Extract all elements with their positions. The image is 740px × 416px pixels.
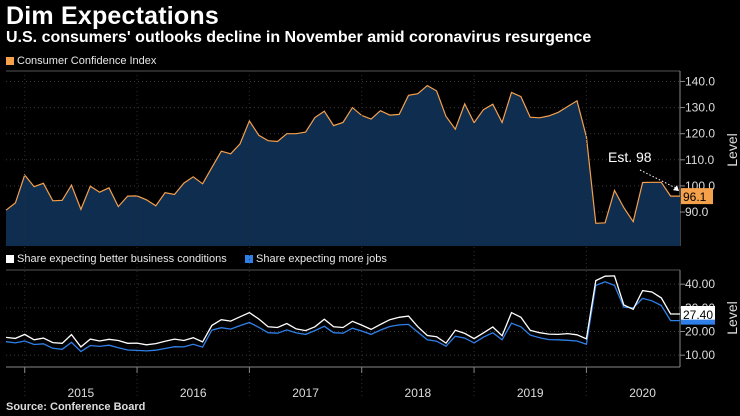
series-line-business <box>5 275 680 348</box>
top-y-tick-label: 130.0 <box>685 101 715 115</box>
bottom-y-tick-label: 10.00 <box>685 348 715 362</box>
top-last-value-label: 96.1 <box>683 190 707 204</box>
legend-label: Share expecting more jobs <box>256 253 387 265</box>
bottom-last-value-badge <box>681 306 715 323</box>
chart-subtitle: U.S. consumers' outlooks decline in Nove… <box>6 29 592 46</box>
top-y-tick-label: 140.0 <box>685 74 715 88</box>
top-y-tick-label: 120.0 <box>685 127 715 141</box>
bottom-y-tick-label: 40.00 <box>685 277 715 291</box>
series-line-jobs <box>5 281 680 353</box>
x-tick-label: 2018 <box>405 386 432 400</box>
confidence-line <box>5 84 680 224</box>
legend-business: Share expecting better business conditio… <box>6 253 227 265</box>
chart-title: Dim Expectations <box>6 2 219 30</box>
top-axis-title: Level <box>724 133 740 166</box>
x-tick-label: 2020 <box>629 386 656 400</box>
bottom-last-value-label: 27.40 <box>683 308 713 322</box>
estimate-annotation: Est. 98 <box>608 149 652 165</box>
confidence-area <box>6 85 680 246</box>
bottom-axis-title: Level <box>724 301 740 334</box>
legend-label: Consumer Confidence Index <box>17 55 157 67</box>
legend-label: Share expecting better business conditio… <box>17 253 227 265</box>
top-last-value-badge <box>681 188 713 205</box>
top-y-tick-label: 110.0 <box>685 153 714 167</box>
source-note: Source: Conference Board <box>6 401 146 413</box>
estimate-arrowhead <box>673 185 679 192</box>
legend-confidence: Consumer Confidence Index <box>6 55 156 67</box>
top-y-tick-label: 90.0 <box>685 205 709 219</box>
x-tick-label: 2019 <box>517 386 544 400</box>
legend-swatch-white <box>6 255 14 263</box>
legend-swatch-orange <box>6 57 14 65</box>
x-tick-label: 2015 <box>68 386 95 400</box>
x-tick-label: 2016 <box>180 386 207 400</box>
bottom-y-tick-label: 20.00 <box>685 325 715 339</box>
bottom-blue-badge <box>681 319 715 325</box>
estimate-arrow <box>639 169 679 190</box>
x-tick-label: 2017 <box>292 386 319 400</box>
